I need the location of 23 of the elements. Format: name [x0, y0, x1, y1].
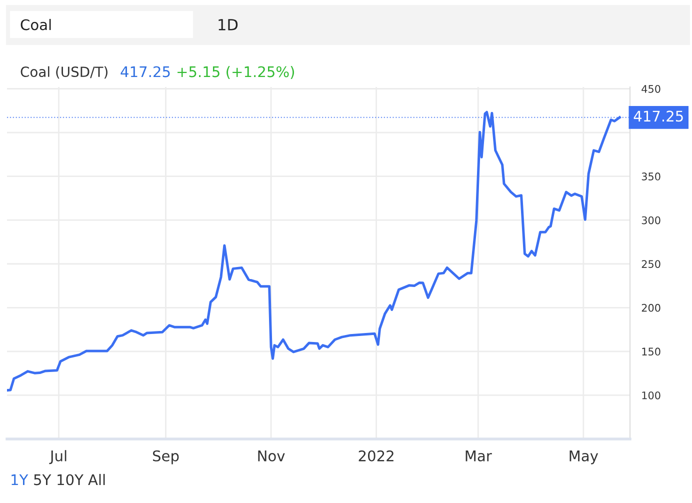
x-tick-label: Jul — [49, 450, 66, 464]
chart-title: Coal (USD/T) — [20, 66, 108, 79]
text: 1Y — [12, 474, 28, 486]
ref-line-label: 417.25 — [634, 110, 683, 122]
x-tick-label: 2022 — [358, 450, 394, 462]
text: 10Y — [58, 474, 84, 486]
text: +5.15 (+1.25%) — [178, 66, 294, 79]
y-tick-label: 250 — [642, 260, 660, 268]
y-tick-label: 100 — [642, 391, 660, 400]
text: Coal — [20, 18, 51, 30]
x-tick-label: Mar — [466, 450, 492, 462]
text: 1D — [218, 19, 238, 30]
y-tick-label: 350 — [642, 172, 660, 180]
text: All — [88, 474, 105, 486]
y-tick-label: 300 — [642, 216, 660, 224]
y-tick-label: 150 — [642, 348, 660, 356]
y-tick-label: 200 — [642, 304, 660, 312]
x-tick-label: Nov — [258, 450, 285, 462]
y-tick-label: 450 — [642, 84, 660, 93]
text: 5Y — [34, 474, 52, 486]
x-tick-label: May — [570, 450, 598, 464]
x-tick-label: Sep — [152, 450, 179, 464]
text: 417.25 — [120, 66, 170, 78]
